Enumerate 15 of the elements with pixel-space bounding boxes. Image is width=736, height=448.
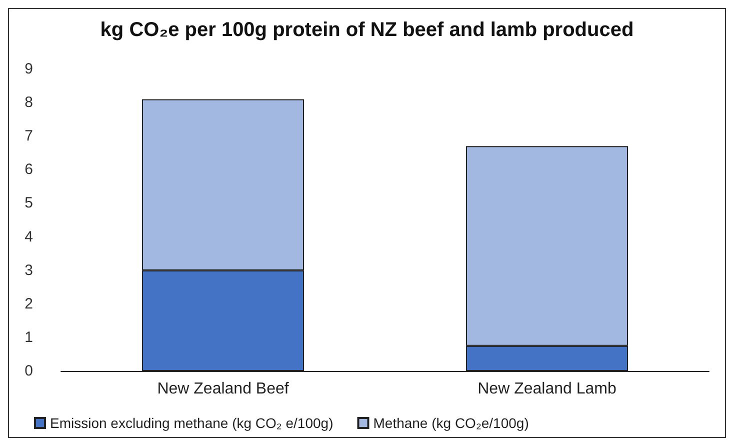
y-tick-label: 1 xyxy=(24,328,33,346)
y-tick-label: 4 xyxy=(24,228,33,246)
y-tick-label: 6 xyxy=(24,161,33,178)
y-tick-label: 0 xyxy=(24,362,33,380)
y-tick-label: 3 xyxy=(24,262,33,279)
y-tick-label: 8 xyxy=(24,94,33,112)
legend-label: Emission excluding methane (kg CO₂ e/100g) xyxy=(50,415,334,431)
y-tick-label: 7 xyxy=(24,128,33,145)
x-tick-label: New Zealand Beef xyxy=(157,380,290,398)
chart-title: kg CO₂e per 100g protein of NZ beef and lamb produced xyxy=(100,19,634,41)
legend-label: Methane (kg CO₂e/100g) xyxy=(373,415,529,431)
x-tick-label: New Zealand Lamb xyxy=(478,380,616,398)
y-tick-label: 2 xyxy=(24,295,33,312)
y-tick-label: 5 xyxy=(24,194,33,212)
y-tick-label: 9 xyxy=(24,60,33,78)
